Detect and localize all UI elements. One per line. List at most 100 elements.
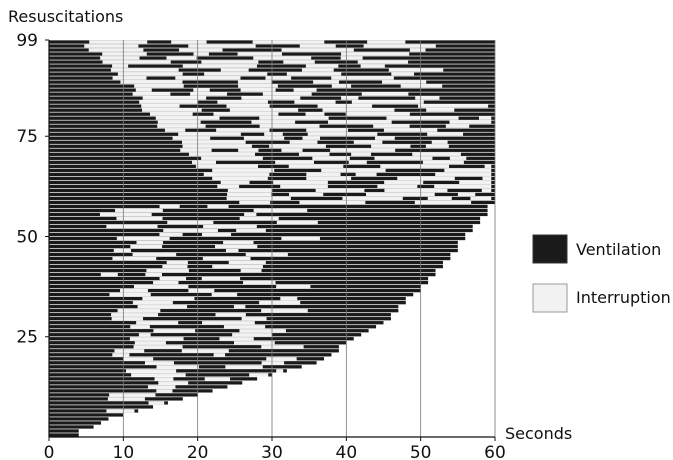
interruption-segment	[374, 156, 433, 160]
interruption-segment	[315, 188, 365, 193]
x-tick-label: 50	[410, 443, 432, 460]
interruption-segment	[391, 72, 415, 76]
interruption-segment	[130, 244, 163, 249]
interruption-segment	[132, 92, 171, 96]
interruption-segment	[482, 176, 492, 181]
interruption-segment	[426, 108, 455, 112]
ventilation-bar	[49, 401, 168, 405]
x-tick-label: 60	[484, 443, 506, 460]
interruption-segment	[195, 164, 259, 168]
interruption-segment	[351, 100, 424, 104]
interruption-segment	[261, 309, 308, 313]
interruption-segment	[237, 80, 272, 84]
interruption-segment	[203, 172, 270, 176]
interruption-segment	[139, 100, 199, 104]
interruption-segment	[293, 88, 317, 92]
ventilation-bar	[49, 329, 369, 333]
interruption-segment	[142, 296, 195, 301]
interruption-segment	[449, 156, 467, 160]
interruption-segment	[307, 132, 378, 136]
interruption-segment	[138, 333, 151, 337]
ventilation-bar	[49, 345, 339, 349]
interruption-segment	[216, 128, 270, 132]
interruption-segment	[144, 361, 174, 365]
interruption-segment	[201, 60, 259, 64]
interruption-segment	[384, 188, 448, 193]
interruption-segment	[188, 44, 256, 48]
interruption-segment	[470, 196, 492, 201]
interruption-segment	[220, 68, 249, 72]
interruption-segment	[172, 136, 211, 140]
interruption-segment	[313, 80, 339, 84]
interruption-segment	[88, 48, 144, 52]
legend: Ventilation Interruption	[532, 234, 671, 313]
ventilation-bar	[49, 417, 109, 421]
interruption-segment	[155, 116, 220, 120]
interruption-segment	[157, 120, 201, 124]
y-axis-label: Resuscitations	[8, 7, 123, 26]
interruption-segment	[427, 196, 452, 201]
ventilation-bar	[49, 337, 354, 341]
interruption-segment	[434, 184, 492, 189]
interruption-segment	[201, 156, 263, 160]
interruption-segment	[171, 40, 207, 44]
gridlines-layer	[122, 40, 496, 437]
interruption-segment	[481, 188, 492, 193]
interruption-segment	[204, 377, 231, 381]
interruption-segment	[422, 160, 464, 164]
interruption-segment	[149, 112, 193, 116]
interruption-segment	[238, 84, 278, 88]
interruption-segment	[281, 48, 354, 52]
interruption-segment	[182, 140, 246, 144]
interruption-segment	[166, 260, 188, 265]
interruption-segment	[276, 220, 318, 225]
interruption-segment	[111, 317, 144, 321]
interruption-segment	[298, 152, 330, 156]
interruption-segment	[120, 80, 183, 84]
interruption-segment	[281, 236, 320, 241]
interruption-segment	[414, 200, 472, 205]
interruption-segment	[157, 124, 206, 128]
interruption-segment	[342, 196, 403, 201]
interruption-segment	[123, 357, 154, 361]
interruption-segment	[243, 136, 285, 140]
interruption-segment	[181, 349, 229, 353]
interruption-segment	[120, 288, 148, 293]
interruption-segment	[345, 112, 410, 116]
interruption-segment	[239, 216, 279, 221]
interruption-segment	[142, 108, 202, 112]
interruption-segment	[134, 84, 184, 88]
interruption-segment	[223, 240, 254, 245]
interruption-segment	[412, 152, 461, 156]
interruption-segment	[202, 256, 251, 261]
interruption-segment	[327, 120, 392, 124]
ventilation-bar	[49, 405, 154, 409]
y-tick-label: 25	[16, 328, 38, 348]
ventilation-bar	[49, 381, 243, 385]
interruption-segment	[175, 76, 241, 80]
ventilation-bar	[49, 309, 399, 313]
interruption-segment	[269, 144, 326, 148]
interruption-segment	[306, 128, 348, 132]
interruption-segment	[375, 136, 395, 140]
interruption-segment	[132, 301, 173, 305]
interruption-segment	[361, 92, 409, 96]
interruption-segment	[178, 132, 241, 136]
interruption-segment	[380, 164, 450, 168]
interruption-segment	[281, 148, 303, 152]
interruption-segment	[136, 240, 164, 245]
interruption-segment	[223, 325, 266, 329]
interruption-segment	[158, 381, 189, 385]
interruption-segment	[243, 280, 276, 285]
interruption-segment	[253, 208, 308, 213]
x-tick-label: 40	[336, 443, 358, 460]
interruption-segment	[367, 40, 406, 44]
interruption-segment	[133, 284, 189, 289]
interruption-segment	[188, 152, 256, 156]
y-tick-label: 75	[16, 127, 38, 147]
interruption-segment	[435, 172, 492, 176]
interruption-segment	[227, 192, 272, 197]
interruption-segment	[203, 224, 257, 229]
interruption-segment	[251, 120, 296, 124]
ventilation-bar	[49, 409, 139, 413]
